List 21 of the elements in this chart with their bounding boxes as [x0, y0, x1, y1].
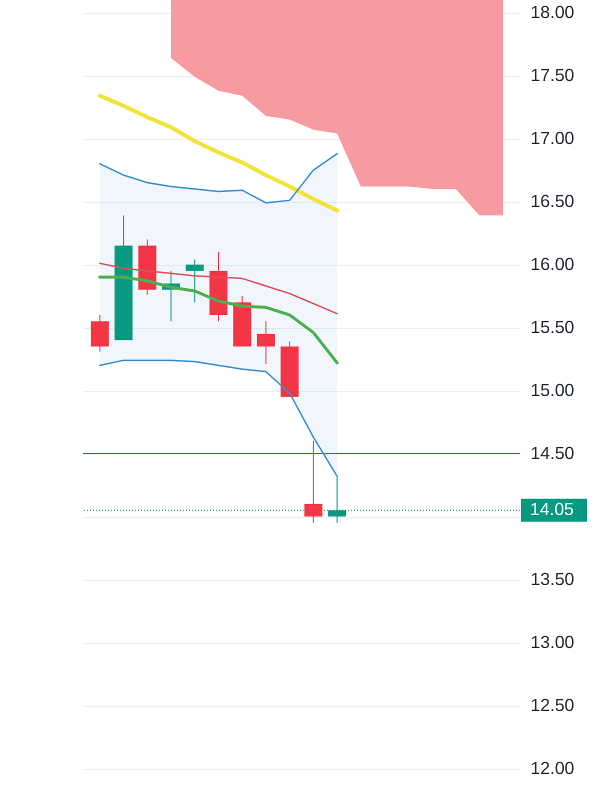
y-tick-label: 17.00: [530, 128, 575, 148]
y-tick-label: 14.50: [530, 443, 575, 464]
line-series: [99, 360, 338, 477]
y-tick-label: 18.00: [530, 2, 575, 22]
line-series: [98, 94, 340, 212]
candlestick: [186, 259, 204, 303]
y-tick-label: 13.50: [530, 569, 575, 590]
ref-line-label: 14.05: [530, 499, 574, 520]
line-series: [99, 262, 338, 314]
y-tick-label: 15.50: [530, 317, 575, 338]
y-tick-label: 17.50: [530, 65, 575, 86]
y-tick-label: 15.00: [530, 380, 575, 400]
line-series: [99, 152, 338, 204]
y-tick-label: 12.00: [530, 758, 575, 778]
candlestick: [256, 320, 275, 365]
y-tick-label: 16.00: [530, 254, 575, 274]
y-tick-label: 16.50: [530, 191, 575, 212]
y-tick-label: 13.00: [530, 632, 575, 652]
line-series: [98, 276, 339, 364]
y-tick-label: 12.50: [530, 695, 575, 716]
candlestick: [304, 440, 322, 524]
